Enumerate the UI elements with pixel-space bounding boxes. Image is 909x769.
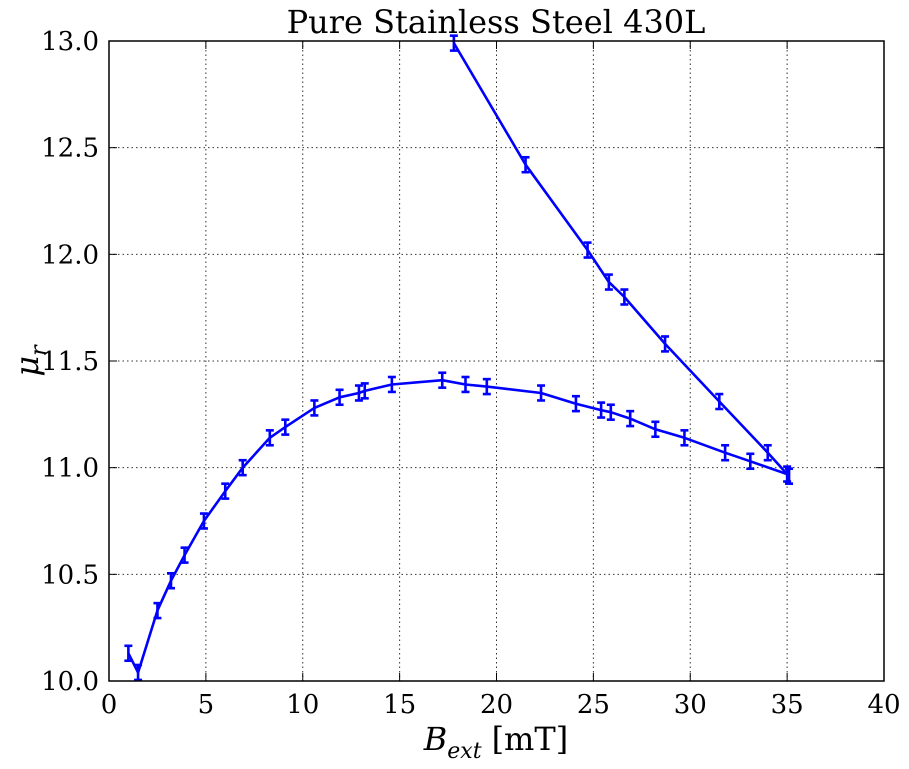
x-tick-label: 10 bbox=[286, 690, 319, 720]
x-tick-label: 15 bbox=[383, 690, 416, 720]
error-bar bbox=[310, 399, 319, 417]
y-tick-label: 11.5 bbox=[41, 347, 99, 377]
error-bar bbox=[180, 546, 189, 564]
series-line-1 bbox=[127, 378, 788, 674]
error-bar bbox=[153, 601, 162, 620]
error-bar bbox=[124, 644, 133, 663]
x-tick-label: 35 bbox=[771, 690, 804, 720]
y-axis-subscript: r bbox=[27, 344, 52, 356]
y-tick-label: 11.0 bbox=[41, 454, 99, 484]
error-bar bbox=[461, 375, 470, 394]
error-bar bbox=[785, 467, 794, 485]
grid-lines bbox=[109, 41, 884, 681]
error-bar bbox=[626, 409, 635, 428]
x-tick-labels: 0 5 10 15 20 25 30 35 40 bbox=[101, 690, 901, 720]
error-bar bbox=[134, 663, 143, 682]
x-axis-unit: [mT] bbox=[492, 720, 569, 758]
error-bar bbox=[604, 273, 613, 291]
error-bar bbox=[746, 452, 755, 471]
x-axis-label: Bext [mT] bbox=[423, 720, 568, 764]
chart-title: Pure Stainless Steel 430L bbox=[287, 3, 706, 41]
error-bar bbox=[651, 420, 660, 439]
y-tick-label: 12.0 bbox=[41, 240, 99, 270]
series-lines bbox=[127, 42, 791, 674]
y-tick-labels: 10.0 10.5 11.0 11.5 12.0 12.5 13.0 bbox=[41, 27, 99, 697]
error-bars bbox=[124, 34, 794, 682]
x-tick-label: 25 bbox=[577, 690, 610, 720]
error-bar bbox=[680, 429, 689, 447]
x-axis-subscript: ext bbox=[447, 739, 481, 764]
error-bar bbox=[721, 443, 730, 462]
error-bar bbox=[620, 288, 629, 306]
error-bar bbox=[281, 418, 290, 436]
error-bar bbox=[199, 512, 208, 530]
y-axis-label: μr bbox=[8, 344, 52, 377]
error-bar bbox=[715, 392, 724, 411]
y-tick-label: 13.0 bbox=[41, 27, 99, 57]
x-tick-label: 30 bbox=[674, 690, 707, 720]
y-tick-label: 10.0 bbox=[41, 667, 99, 697]
y-tick-label: 12.5 bbox=[41, 134, 99, 164]
x-axis-symbol: B bbox=[423, 720, 448, 758]
error-bar bbox=[763, 443, 772, 462]
error-bar bbox=[606, 403, 615, 421]
x-tick-label: 20 bbox=[480, 690, 513, 720]
y-tick-label: 10.5 bbox=[41, 560, 99, 590]
x-tick-label: 0 bbox=[101, 690, 118, 720]
error-bar bbox=[387, 375, 396, 394]
error-bar bbox=[583, 241, 592, 259]
error-bar bbox=[221, 482, 230, 500]
error-bar bbox=[571, 394, 580, 413]
error-bar bbox=[521, 155, 530, 174]
error-bar bbox=[449, 34, 458, 52]
series-line-2 bbox=[452, 42, 791, 478]
error-bar bbox=[482, 377, 491, 396]
error-bar bbox=[537, 384, 546, 402]
error-bar bbox=[438, 371, 447, 389]
error-bar bbox=[167, 571, 175, 590]
y-axis-symbol: μ bbox=[8, 356, 46, 377]
axis-ticks bbox=[108, 40, 885, 682]
error-bar bbox=[238, 458, 247, 477]
error-bar bbox=[661, 335, 670, 353]
error-bar bbox=[354, 384, 363, 402]
error-bar bbox=[265, 429, 274, 447]
error-bar bbox=[360, 382, 369, 400]
x-tick-label: 5 bbox=[198, 690, 215, 720]
error-bar bbox=[597, 401, 606, 419]
x-tick-label: 40 bbox=[867, 690, 900, 720]
error-bar bbox=[335, 388, 344, 407]
